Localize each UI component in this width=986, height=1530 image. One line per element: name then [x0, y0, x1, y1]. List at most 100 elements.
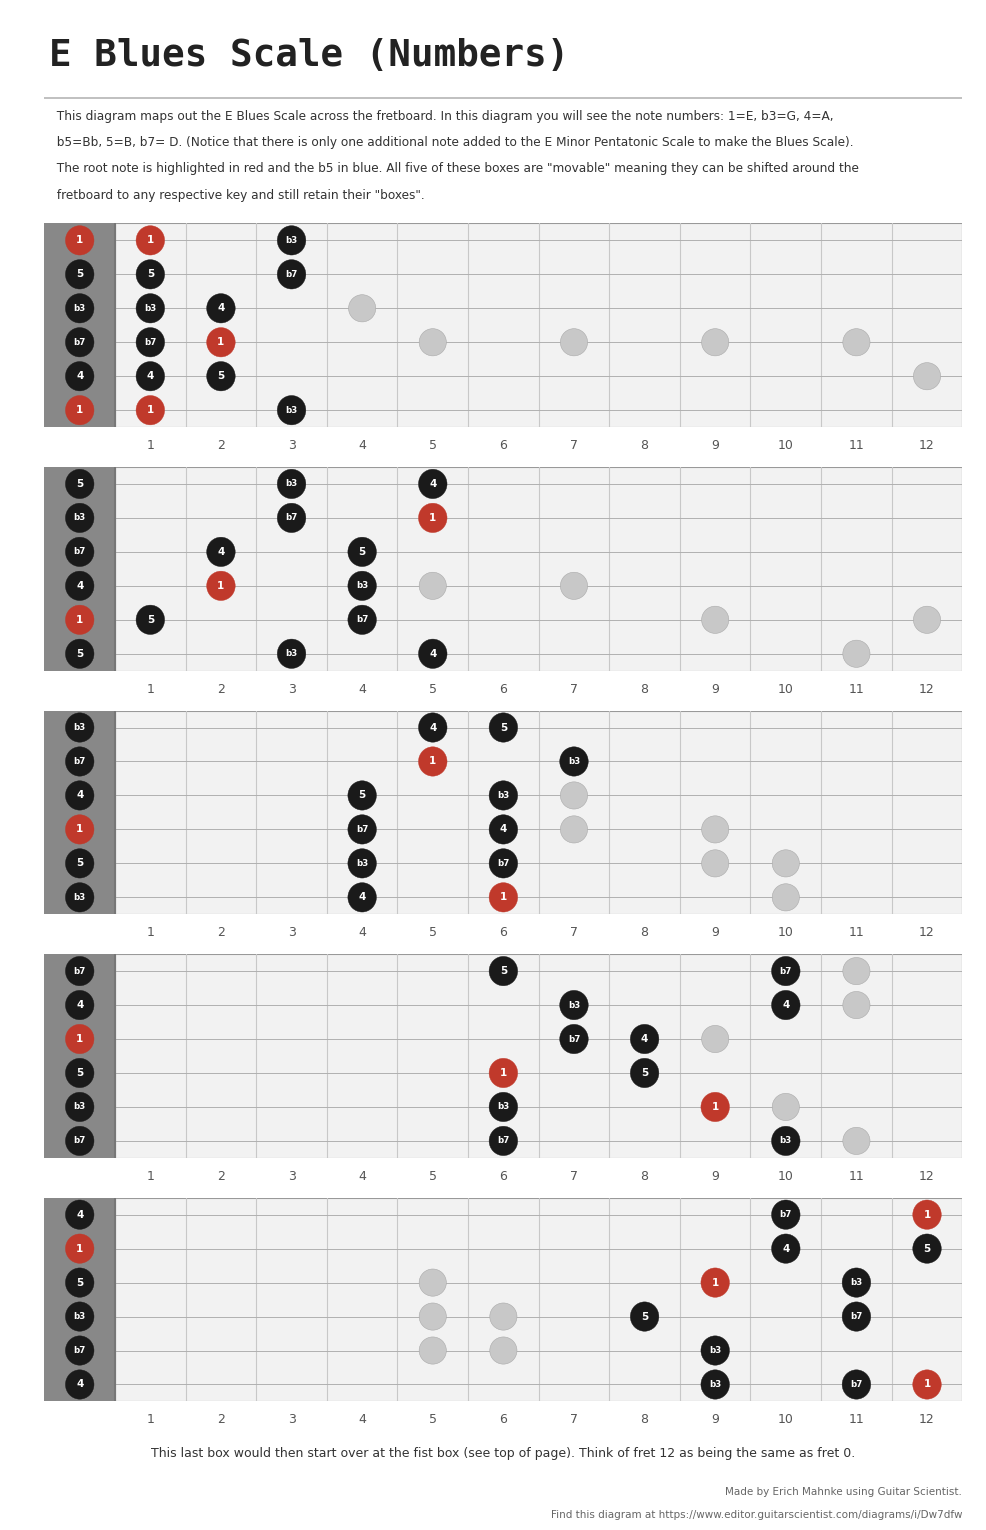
Text: 6: 6 — [499, 1170, 507, 1183]
Text: 5: 5 — [76, 1068, 83, 1079]
Ellipse shape — [771, 1200, 800, 1229]
Ellipse shape — [700, 1369, 729, 1398]
Text: 4: 4 — [358, 1414, 366, 1426]
Text: 1: 1 — [146, 1170, 154, 1183]
Text: 5: 5 — [923, 1244, 930, 1253]
Ellipse shape — [418, 640, 447, 669]
Text: 4: 4 — [147, 372, 154, 381]
Text: b7: b7 — [497, 858, 509, 868]
Ellipse shape — [347, 537, 376, 566]
Ellipse shape — [489, 713, 517, 742]
Ellipse shape — [277, 640, 306, 669]
Text: b7: b7 — [779, 1210, 791, 1219]
Text: b3: b3 — [567, 757, 580, 767]
Text: 11: 11 — [848, 439, 864, 453]
Text: b3: b3 — [779, 1137, 791, 1146]
Ellipse shape — [136, 361, 165, 390]
Text: b7: b7 — [74, 338, 86, 347]
Ellipse shape — [771, 849, 799, 877]
Ellipse shape — [65, 294, 94, 323]
Text: b7: b7 — [74, 548, 86, 557]
Text: 4: 4 — [781, 1244, 789, 1253]
Ellipse shape — [418, 470, 447, 499]
Text: 3: 3 — [287, 682, 295, 696]
Text: 5: 5 — [358, 546, 366, 557]
Text: 10: 10 — [777, 926, 793, 939]
Text: 1: 1 — [76, 615, 83, 624]
Bar — [44, 710, 115, 915]
Text: 12: 12 — [918, 1414, 934, 1426]
Ellipse shape — [912, 1235, 941, 1264]
Text: 4: 4 — [358, 1170, 366, 1183]
Text: 6: 6 — [499, 439, 507, 453]
Ellipse shape — [65, 1336, 94, 1365]
Ellipse shape — [841, 1369, 870, 1398]
Ellipse shape — [559, 990, 588, 1019]
Text: 1: 1 — [76, 1034, 83, 1043]
Ellipse shape — [489, 1337, 517, 1365]
Text: 11: 11 — [848, 1414, 864, 1426]
Text: b3: b3 — [356, 581, 368, 591]
Text: b3: b3 — [567, 1001, 580, 1010]
Text: 4: 4 — [76, 1380, 84, 1389]
Ellipse shape — [65, 226, 94, 256]
Ellipse shape — [419, 329, 446, 356]
Text: 3: 3 — [287, 1170, 295, 1183]
Bar — [44, 1198, 115, 1401]
Text: b3: b3 — [285, 405, 298, 415]
Ellipse shape — [65, 260, 94, 289]
Ellipse shape — [559, 1025, 588, 1054]
Ellipse shape — [65, 1268, 94, 1297]
Text: 1: 1 — [146, 682, 154, 696]
Text: 4: 4 — [781, 1001, 789, 1010]
Text: 5: 5 — [217, 372, 225, 381]
Text: This last box would then start over at the fist box (see top of page). Think of : This last box would then start over at t… — [151, 1447, 855, 1460]
Text: 4: 4 — [358, 682, 366, 696]
Ellipse shape — [65, 327, 94, 356]
Text: 1: 1 — [76, 405, 83, 415]
Ellipse shape — [630, 1302, 659, 1331]
Ellipse shape — [65, 747, 94, 776]
Ellipse shape — [842, 958, 869, 985]
Text: 4: 4 — [76, 1210, 84, 1219]
Text: b7: b7 — [285, 269, 298, 278]
Ellipse shape — [701, 1025, 728, 1053]
Ellipse shape — [65, 1200, 94, 1229]
Text: 1: 1 — [923, 1210, 930, 1219]
Ellipse shape — [489, 1059, 517, 1088]
Text: 8: 8 — [640, 439, 648, 453]
Text: 1: 1 — [76, 825, 83, 834]
Text: 5: 5 — [76, 1278, 83, 1288]
Text: b3: b3 — [285, 649, 298, 658]
Text: b7: b7 — [567, 1034, 580, 1043]
Text: 1: 1 — [146, 439, 154, 453]
Text: fretboard to any respective key and still retain their "boxes".: fretboard to any respective key and stil… — [49, 188, 424, 202]
Ellipse shape — [65, 1302, 94, 1331]
Text: 4: 4 — [358, 439, 366, 453]
Text: 1: 1 — [499, 892, 507, 903]
Ellipse shape — [65, 396, 94, 425]
Text: 7: 7 — [569, 439, 578, 453]
Text: 1: 1 — [147, 405, 154, 415]
Ellipse shape — [206, 537, 235, 566]
Ellipse shape — [65, 537, 94, 566]
Text: 7: 7 — [569, 1170, 578, 1183]
Ellipse shape — [65, 503, 94, 532]
Ellipse shape — [560, 329, 587, 356]
Ellipse shape — [65, 640, 94, 669]
Text: 4: 4 — [217, 303, 225, 314]
Text: b7: b7 — [779, 967, 791, 976]
Text: 5: 5 — [428, 926, 437, 939]
Text: 4: 4 — [429, 649, 436, 659]
Text: 1: 1 — [147, 236, 154, 245]
Text: 1: 1 — [499, 1068, 507, 1079]
Ellipse shape — [701, 329, 728, 356]
Ellipse shape — [700, 1092, 729, 1121]
Text: 5: 5 — [428, 1414, 437, 1426]
Text: 2: 2 — [217, 926, 225, 939]
Text: 4: 4 — [217, 546, 225, 557]
Ellipse shape — [560, 572, 587, 600]
Ellipse shape — [347, 571, 376, 600]
Ellipse shape — [842, 640, 869, 667]
Text: b3: b3 — [74, 724, 86, 731]
